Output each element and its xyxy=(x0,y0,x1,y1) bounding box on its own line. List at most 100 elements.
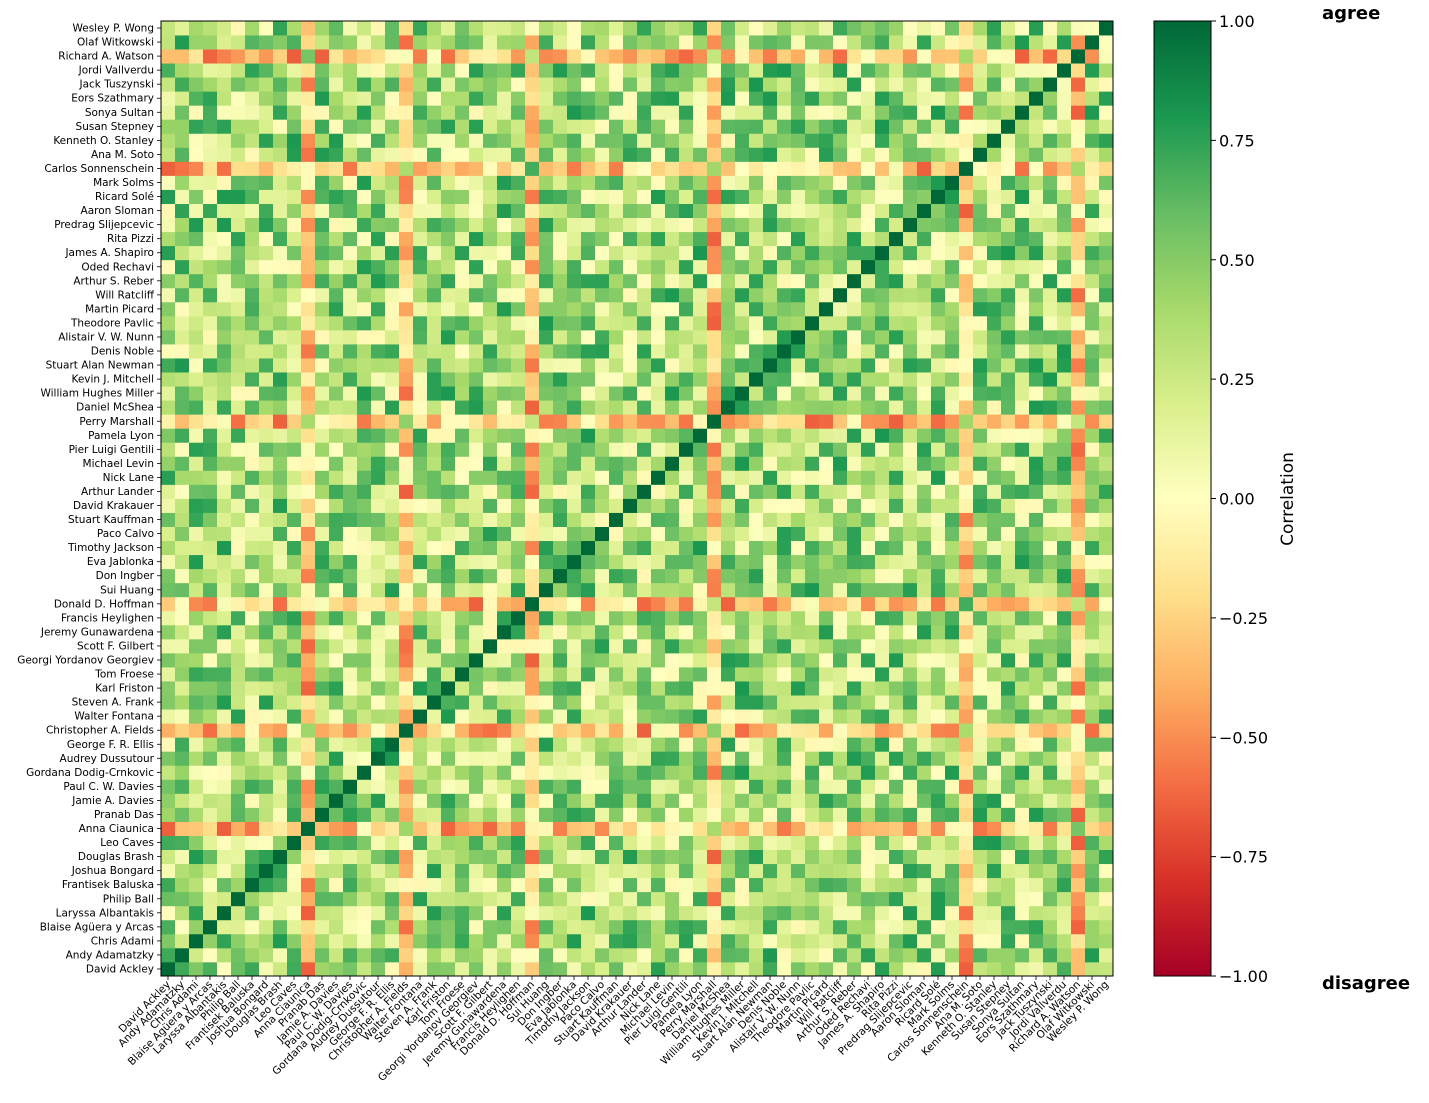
heatmap-cell xyxy=(371,933,386,949)
heatmap-cell xyxy=(175,315,190,331)
heatmap-cell xyxy=(987,919,1002,935)
heatmap-cell xyxy=(581,344,596,359)
heatmap-cell xyxy=(805,554,820,570)
heatmap-cell xyxy=(679,91,694,106)
heatmap-cell xyxy=(833,287,848,303)
heatmap-cell xyxy=(343,301,358,317)
heatmap-cell xyxy=(861,189,876,204)
heatmap-cell xyxy=(161,21,176,36)
heatmap-cell xyxy=(273,835,288,850)
y-tick-label: Denis Noble xyxy=(91,346,154,358)
heatmap-cell xyxy=(595,175,610,190)
heatmap-cell xyxy=(567,877,582,893)
heatmap-cell xyxy=(735,35,750,50)
heatmap-cell xyxy=(847,442,862,457)
heatmap-cell xyxy=(623,133,638,148)
heatmap-cell xyxy=(721,582,736,598)
heatmap-cell xyxy=(525,442,540,457)
heatmap-cell xyxy=(427,203,442,219)
heatmap-cell xyxy=(665,428,680,443)
heatmap-cell xyxy=(875,245,890,261)
heatmap-cell xyxy=(1085,119,1100,134)
heatmap-cell xyxy=(1085,329,1100,345)
heatmap-cell xyxy=(259,554,274,570)
heatmap-cell xyxy=(357,49,372,64)
heatmap-cell xyxy=(693,315,708,331)
heatmap-cell xyxy=(1001,329,1016,345)
heatmap-cell xyxy=(357,400,372,415)
heatmap-cell xyxy=(217,863,232,879)
heatmap-cell xyxy=(1043,287,1058,303)
heatmap-cell xyxy=(175,400,190,415)
heatmap-cell xyxy=(1043,905,1058,921)
heatmap-cell xyxy=(763,400,778,415)
heatmap-cell xyxy=(1071,329,1086,345)
heatmap-cell xyxy=(399,63,414,78)
heatmap-cell xyxy=(553,779,568,794)
heatmap-cell xyxy=(1085,245,1100,261)
heatmap-cell xyxy=(525,161,540,176)
heatmap-cell xyxy=(371,400,386,415)
heatmap-cell xyxy=(847,372,862,387)
heatmap-cell xyxy=(329,217,344,233)
heatmap-cell xyxy=(399,231,414,247)
heatmap-cell xyxy=(1001,793,1016,808)
heatmap-cell xyxy=(763,849,778,865)
heatmap-cell xyxy=(693,863,708,879)
heatmap-cell xyxy=(1057,315,1072,331)
heatmap-cell xyxy=(329,807,344,822)
heatmap-cell xyxy=(315,919,330,935)
heatmap-cell xyxy=(595,63,610,78)
heatmap-cell xyxy=(651,610,666,626)
heatmap-cell xyxy=(301,35,316,50)
heatmap-cell xyxy=(749,245,764,261)
heatmap-cell xyxy=(385,947,400,963)
heatmap-cell xyxy=(945,344,960,359)
heatmap-cell xyxy=(567,933,582,949)
heatmap-cell xyxy=(665,961,680,977)
heatmap-cell xyxy=(1001,400,1016,415)
heatmap-cell xyxy=(875,638,890,654)
heatmap-cell xyxy=(819,751,834,766)
heatmap-cell xyxy=(805,793,820,808)
heatmap-cell xyxy=(665,358,680,373)
heatmap-cell xyxy=(469,723,484,738)
heatmap-cell xyxy=(1029,414,1044,429)
heatmap-cell xyxy=(455,147,470,162)
heatmap-cell xyxy=(539,442,554,457)
heatmap-cell xyxy=(455,470,470,485)
heatmap-cell xyxy=(917,568,932,584)
heatmap-cell xyxy=(427,119,442,134)
heatmap-cell xyxy=(833,21,848,36)
heatmap-cell xyxy=(819,919,834,935)
heatmap-cell xyxy=(805,358,820,373)
heatmap-cell xyxy=(1015,315,1030,331)
heatmap-cell xyxy=(1029,624,1044,640)
heatmap-cell xyxy=(1071,723,1086,738)
heatmap-cell xyxy=(749,301,764,317)
heatmap-cell xyxy=(343,737,358,752)
heatmap-cell xyxy=(567,63,582,78)
heatmap-cell xyxy=(679,863,694,879)
heatmap-cell xyxy=(987,709,1002,724)
heatmap-cell xyxy=(609,329,624,345)
heatmap-cell xyxy=(903,582,918,598)
heatmap-cell xyxy=(721,512,736,527)
heatmap-cell xyxy=(329,21,344,36)
heatmap-cell xyxy=(315,147,330,162)
heatmap-cell xyxy=(483,329,498,345)
heatmap-cell xyxy=(847,414,862,429)
heatmap-cell xyxy=(497,91,512,106)
heatmap-cell xyxy=(231,596,246,612)
heatmap-cell xyxy=(1099,652,1114,668)
heatmap-cell xyxy=(287,315,302,331)
heatmap-cell xyxy=(1085,652,1100,668)
heatmap-cell xyxy=(511,217,526,233)
heatmap-cell xyxy=(889,161,904,176)
heatmap-cell xyxy=(847,807,862,822)
heatmap-cell xyxy=(357,596,372,612)
heatmap-cell xyxy=(511,358,526,373)
heatmap-cell xyxy=(539,35,554,50)
heatmap-cell xyxy=(777,105,792,120)
heatmap-cell xyxy=(833,442,848,457)
